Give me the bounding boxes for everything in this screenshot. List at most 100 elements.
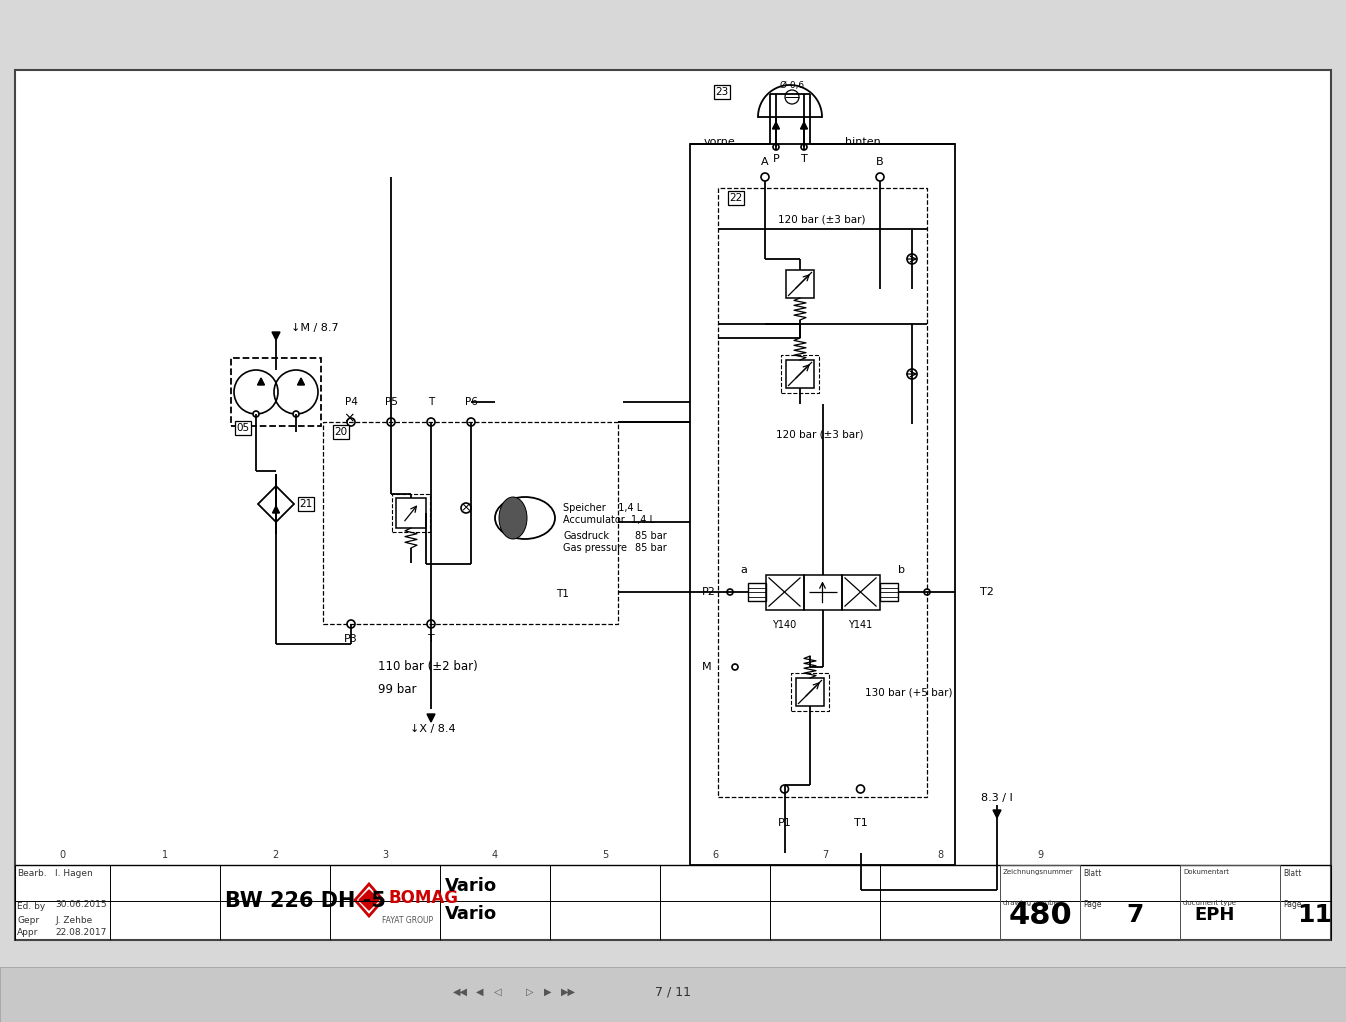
Text: T: T <box>428 397 435 407</box>
Bar <box>717 188 927 797</box>
Bar <box>795 678 824 706</box>
Text: Ø 0,6: Ø 0,6 <box>779 81 804 90</box>
Text: drawing number: drawing number <box>1003 900 1061 905</box>
Bar <box>841 574 879 609</box>
Text: document type: document type <box>1183 900 1236 905</box>
Text: P6: P6 <box>464 397 478 407</box>
Text: 30.06.2015: 30.06.2015 <box>55 900 106 909</box>
Text: FAYAT GROUP: FAYAT GROUP <box>382 916 433 925</box>
Text: 120 bar (±3 bar): 120 bar (±3 bar) <box>778 214 865 224</box>
Text: P3: P3 <box>345 634 358 644</box>
Text: Vario: Vario <box>446 905 497 923</box>
Bar <box>690 144 956 865</box>
Text: T1: T1 <box>556 589 569 599</box>
Bar <box>879 583 898 601</box>
Text: Bearb.: Bearb. <box>17 869 47 878</box>
Text: 20: 20 <box>334 427 347 437</box>
Polygon shape <box>297 378 304 385</box>
Bar <box>15 69 1331 940</box>
Polygon shape <box>272 332 280 340</box>
Bar <box>786 360 814 388</box>
Text: Y140: Y140 <box>773 619 797 630</box>
Text: P4: P4 <box>345 397 358 407</box>
Text: Gepr: Gepr <box>17 916 39 925</box>
Bar <box>786 270 814 298</box>
Text: J. Zehbe: J. Zehbe <box>55 916 93 925</box>
Text: Page: Page <box>1084 900 1101 909</box>
Text: I. Hagen: I. Hagen <box>55 869 93 878</box>
Text: Appr: Appr <box>17 928 39 937</box>
Polygon shape <box>427 714 435 722</box>
Text: Gas pressure: Gas pressure <box>563 543 627 553</box>
Text: 130 bar (+5 bar): 130 bar (+5 bar) <box>865 687 953 697</box>
Text: 8.3 / I: 8.3 / I <box>981 793 1014 803</box>
Text: 11: 11 <box>1298 903 1333 927</box>
Text: 22: 22 <box>730 193 743 203</box>
Text: A: A <box>762 157 769 167</box>
Text: ×: × <box>343 411 355 425</box>
Text: 120 bar (±3 bar): 120 bar (±3 bar) <box>777 429 864 439</box>
Text: 480: 480 <box>1008 900 1071 929</box>
Bar <box>323 422 618 624</box>
Bar <box>232 358 320 426</box>
Text: 7 / 11: 7 / 11 <box>656 985 690 998</box>
Text: ▶: ▶ <box>544 987 552 997</box>
Text: 110 bar (±2 bar): 110 bar (±2 bar) <box>378 659 478 672</box>
Text: ↓M / 8.7: ↓M / 8.7 <box>291 323 339 333</box>
Polygon shape <box>272 506 280 513</box>
Text: ◀◀: ◀◀ <box>452 987 467 997</box>
Bar <box>1000 865 1079 940</box>
Text: 05: 05 <box>237 423 249 433</box>
Ellipse shape <box>499 497 528 539</box>
Bar <box>0 967 1346 1022</box>
Bar <box>747 583 766 601</box>
Text: 99 bar: 99 bar <box>378 683 416 696</box>
Text: 0: 0 <box>59 850 65 860</box>
Text: 23: 23 <box>715 87 728 97</box>
Text: ↓X / 8.4: ↓X / 8.4 <box>411 724 456 734</box>
Text: M: M <box>703 662 712 672</box>
Text: BOMAG: BOMAG <box>389 889 459 907</box>
Text: 1: 1 <box>162 850 168 860</box>
Text: 85 bar: 85 bar <box>635 543 666 553</box>
Text: 22.08.2017: 22.08.2017 <box>55 928 106 937</box>
Text: T: T <box>428 634 435 644</box>
Bar <box>1180 865 1280 940</box>
Text: Zeichnungsnummer: Zeichnungsnummer <box>1003 869 1074 875</box>
Bar <box>392 494 429 532</box>
Bar <box>396 498 425 528</box>
Text: ◁: ◁ <box>494 987 502 997</box>
Text: Gasdruck: Gasdruck <box>563 531 608 541</box>
Text: Dokumentart: Dokumentart <box>1183 869 1229 875</box>
Bar <box>804 574 841 609</box>
Text: 4: 4 <box>491 850 498 860</box>
Text: T1: T1 <box>853 818 867 828</box>
Text: 3: 3 <box>382 850 388 860</box>
Text: ◀: ◀ <box>476 987 483 997</box>
Text: 8: 8 <box>937 850 944 860</box>
Text: 7: 7 <box>822 850 828 860</box>
Polygon shape <box>359 890 380 910</box>
Text: 2: 2 <box>272 850 279 860</box>
Text: vorne: vorne <box>703 137 735 147</box>
Text: P2: P2 <box>703 587 716 597</box>
Text: T: T <box>801 154 808 164</box>
Text: ▷: ▷ <box>526 987 534 997</box>
Bar <box>781 355 818 393</box>
Text: a: a <box>740 564 747 574</box>
Text: Speicher    1,4 L: Speicher 1,4 L <box>563 503 642 513</box>
Polygon shape <box>993 810 1001 818</box>
Text: 85 bar: 85 bar <box>635 531 666 541</box>
Text: Blatt: Blatt <box>1084 869 1101 878</box>
Text: T2: T2 <box>980 587 993 597</box>
Text: 9: 9 <box>1036 850 1043 860</box>
Text: 5: 5 <box>602 850 608 860</box>
Text: Blatt: Blatt <box>1283 869 1302 878</box>
Text: Accumulator  1,4 L: Accumulator 1,4 L <box>563 515 656 525</box>
Polygon shape <box>801 122 808 129</box>
Bar <box>15 69 1331 940</box>
Text: 21: 21 <box>299 499 312 509</box>
Ellipse shape <box>495 497 555 539</box>
Polygon shape <box>773 122 779 129</box>
Circle shape <box>293 411 299 417</box>
